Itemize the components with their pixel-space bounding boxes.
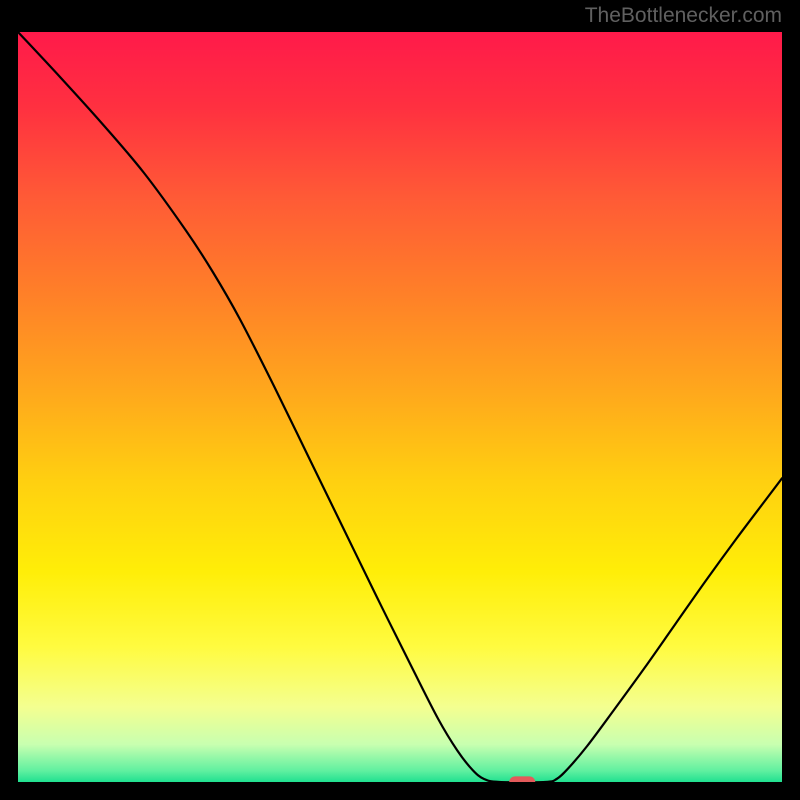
watermark-text: TheBottlenecker.com [585, 4, 782, 28]
optimal-marker [509, 776, 535, 782]
chart-plot-area [18, 32, 782, 782]
gradient-background [18, 32, 782, 782]
chart-container: { "watermark": "TheBottlenecker.com", "c… [0, 0, 800, 800]
chart-svg [18, 32, 782, 782]
